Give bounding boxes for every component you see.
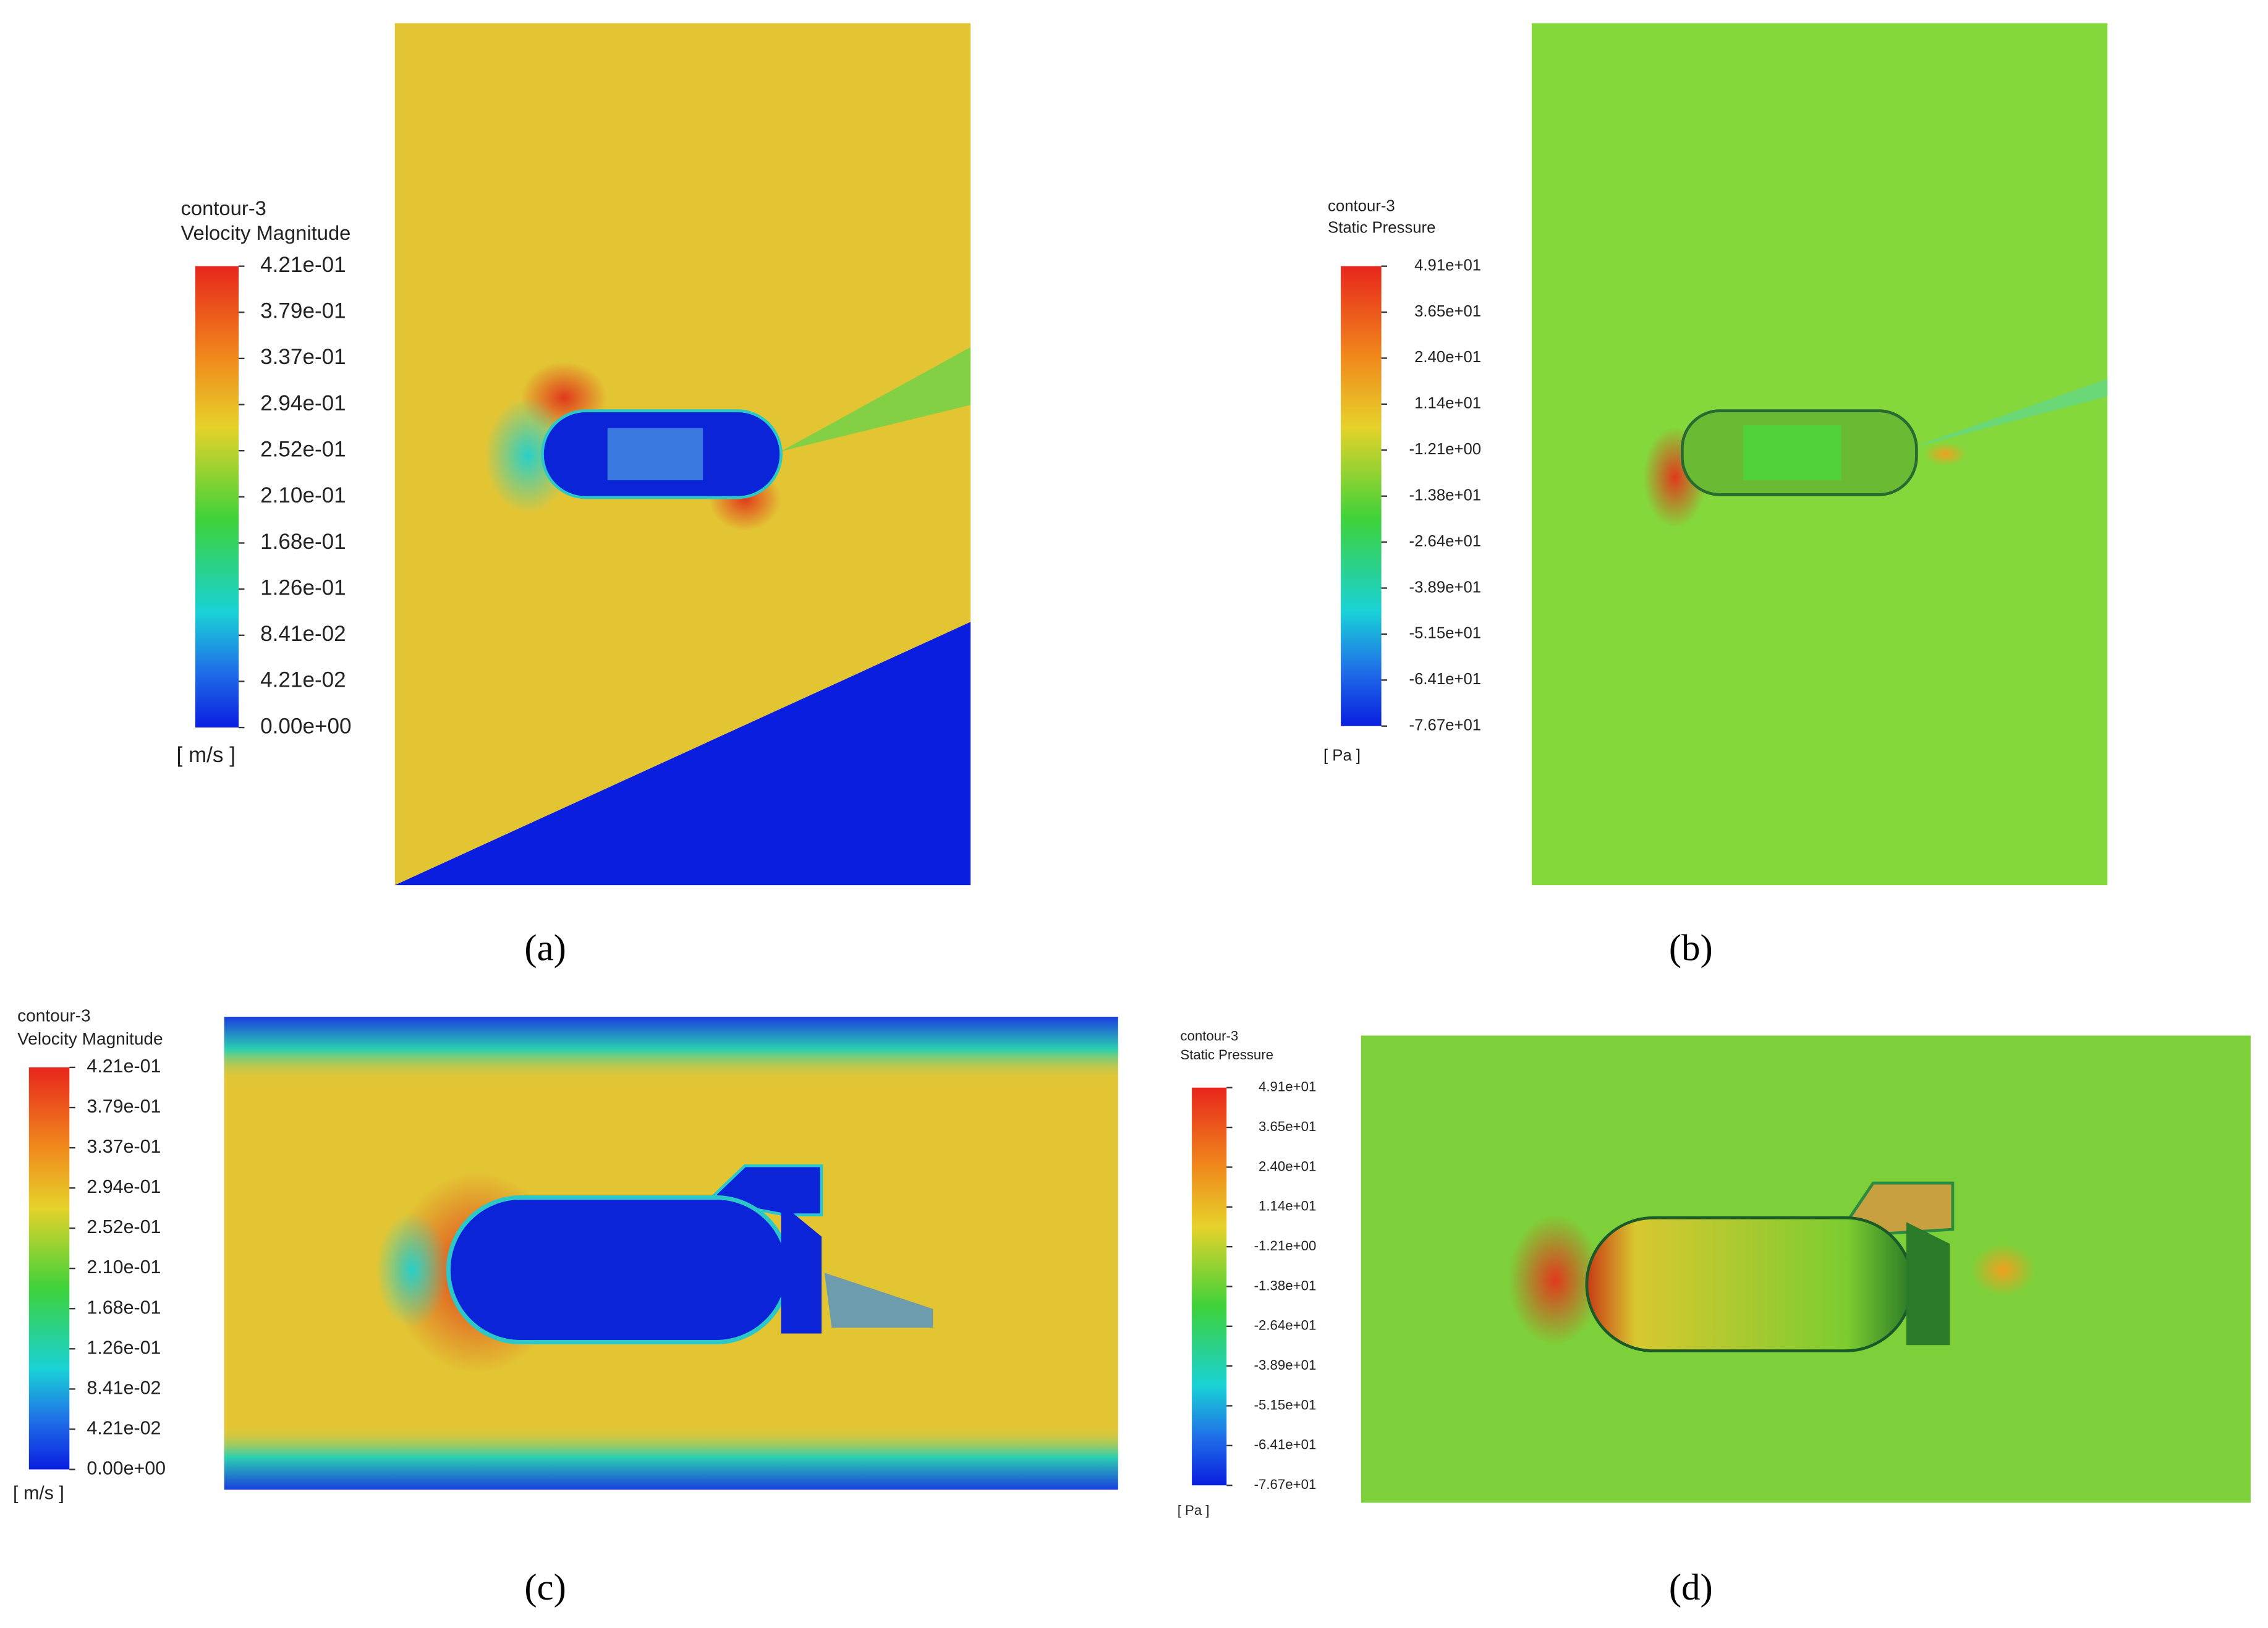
colorbar-label: 4.21e-02 [260, 668, 346, 692]
colorbar [1341, 266, 1382, 726]
colorbar-label: 4.21e-01 [87, 1056, 161, 1077]
contour-c [224, 1017, 1118, 1490]
colorbar-label: 2.52e-01 [87, 1216, 161, 1237]
legend-unit: [ Pa ] [1323, 747, 1361, 765]
colorbar-label: -1.38e+01 [1254, 1278, 1317, 1293]
panel-caption: (d) [1669, 1567, 1713, 1608]
legend-quantity: Static Pressure [1180, 1047, 1273, 1062]
colorbar [195, 266, 239, 728]
colorbar-label: 1.26e-01 [260, 575, 346, 600]
colorbar-label: -1.38e+01 [1409, 486, 1482, 504]
contour-d [1361, 1035, 2251, 1503]
colorbar-label: 1.68e-01 [260, 530, 346, 554]
colorbar-label: 8.41e-02 [87, 1377, 161, 1398]
colorbar-label: 2.40e+01 [1414, 349, 1481, 366]
colorbar-label: 2.10e-01 [260, 483, 346, 507]
colorbar-label: 1.26e-01 [87, 1337, 161, 1358]
colorbar-label: -2.64e+01 [1409, 533, 1482, 550]
colorbar-label: 4.21e-01 [260, 253, 346, 277]
colorbar-label: 4.21e-02 [87, 1417, 161, 1438]
contour-a [394, 23, 971, 886]
legend-title: contour-3 [1180, 1028, 1238, 1044]
colorbar-label: 2.52e-01 [260, 437, 346, 461]
colorbar-label: 1.14e+01 [1259, 1198, 1316, 1214]
colorbar-label: 1.68e-01 [87, 1297, 161, 1318]
colorbar-label: 4.91e+01 [1414, 256, 1481, 274]
colorbar-label: 8.41e-02 [260, 622, 346, 646]
colorbar-label: -7.67e+01 [1409, 717, 1482, 734]
legend-unit: [ Pa ] [1178, 1503, 1210, 1518]
colorbar-label: -5.15e+01 [1409, 625, 1482, 642]
colorbar-label: -5.15e+01 [1254, 1397, 1317, 1412]
colorbar-label: -3.89e+01 [1409, 579, 1482, 596]
colorbar-label: 3.79e-01 [260, 299, 346, 323]
colorbar [28, 1067, 70, 1470]
legend-unit: [ m/s ] [13, 1482, 64, 1503]
colorbar-label: -2.64e+01 [1254, 1318, 1317, 1333]
colorbar-label: 2.94e-01 [260, 391, 346, 415]
panel-caption: (b) [1669, 928, 1713, 969]
colorbar-label: 2.40e+01 [1259, 1158, 1316, 1174]
colorbar-label: 3.65e+01 [1414, 303, 1481, 320]
colorbar-label: 4.91e+01 [1259, 1079, 1316, 1095]
colorbar-label: 0.00e+00 [260, 714, 351, 738]
legend-title: contour-3 [1328, 197, 1395, 214]
colorbar-label: -6.41e+01 [1254, 1437, 1317, 1452]
colorbar-label: 3.79e-01 [87, 1096, 161, 1117]
legend-quantity: Velocity Magnitude [181, 221, 350, 244]
legend-quantity: Static Pressure [1328, 219, 1435, 237]
colorbar [1192, 1087, 1227, 1486]
panel-caption: (c) [524, 1567, 566, 1608]
colorbar-label: 2.10e-01 [87, 1257, 161, 1278]
colorbar-label: -1.21e+00 [1254, 1238, 1317, 1253]
colorbar-label: 2.94e-01 [87, 1176, 161, 1197]
colorbar-label: 0.00e+00 [87, 1457, 166, 1478]
colorbar-label: -3.89e+01 [1254, 1357, 1317, 1373]
legend-title: contour-3 [17, 1006, 91, 1025]
contour-b [1531, 23, 2108, 886]
colorbar-label: 3.37e-01 [87, 1136, 161, 1157]
colorbar-label: 1.14e+01 [1414, 395, 1481, 412]
legend-title: contour-3 [181, 197, 266, 219]
colorbar-label: 3.37e-01 [260, 345, 346, 369]
panel-caption: (a) [524, 928, 566, 969]
colorbar-label: -1.21e+00 [1409, 441, 1482, 458]
legend-unit: [ m/s ] [176, 743, 236, 767]
legend-quantity: Velocity Magnitude [17, 1029, 163, 1048]
colorbar-label: -7.67e+01 [1254, 1477, 1317, 1492]
colorbar-label: 3.65e+01 [1259, 1119, 1316, 1134]
colorbar-label: -6.41e+01 [1409, 671, 1482, 688]
